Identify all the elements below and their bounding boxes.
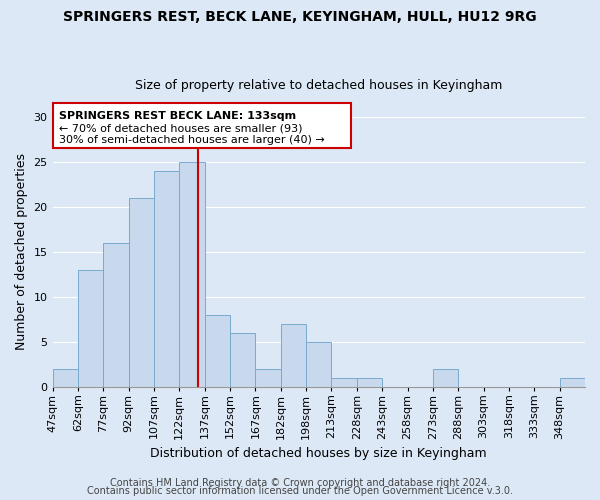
Text: Contains public sector information licensed under the Open Government Licence v.: Contains public sector information licen…: [87, 486, 513, 496]
Text: Contains HM Land Registry data © Crown copyright and database right 2024.: Contains HM Land Registry data © Crown c…: [110, 478, 490, 488]
Text: SPRINGERS REST, BECK LANE, KEYINGHAM, HULL, HU12 9RG: SPRINGERS REST, BECK LANE, KEYINGHAM, HU…: [63, 10, 537, 24]
Bar: [256, 368, 281, 386]
Bar: [128, 198, 154, 386]
X-axis label: Distribution of detached houses by size in Keyingham: Distribution of detached houses by size …: [151, 447, 487, 460]
Bar: [53, 368, 78, 386]
Bar: [433, 368, 458, 386]
Bar: [306, 342, 331, 386]
Bar: [154, 170, 179, 386]
Bar: [179, 162, 205, 386]
Title: Size of property relative to detached houses in Keyingham: Size of property relative to detached ho…: [135, 79, 502, 92]
Text: 30% of semi-detached houses are larger (40) →: 30% of semi-detached houses are larger (…: [59, 135, 325, 145]
Y-axis label: Number of detached properties: Number of detached properties: [15, 153, 28, 350]
Bar: [103, 242, 128, 386]
Bar: [331, 378, 357, 386]
Bar: [205, 314, 230, 386]
Text: ← 70% of detached houses are smaller (93): ← 70% of detached houses are smaller (93…: [59, 123, 303, 133]
Bar: [230, 332, 256, 386]
Bar: [357, 378, 382, 386]
Bar: [560, 378, 585, 386]
FancyBboxPatch shape: [53, 104, 351, 148]
Bar: [78, 270, 103, 386]
Bar: [281, 324, 306, 386]
Text: SPRINGERS REST BECK LANE: 133sqm: SPRINGERS REST BECK LANE: 133sqm: [59, 112, 296, 122]
